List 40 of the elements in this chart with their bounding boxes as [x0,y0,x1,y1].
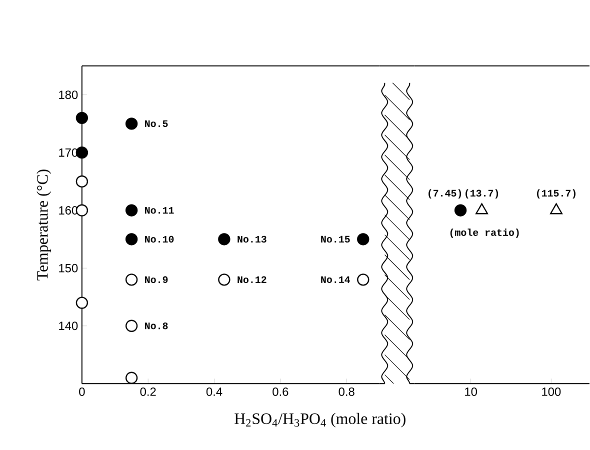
annotation: No.12 [238,276,266,284]
annotation: (mole ratio) [450,228,519,238]
annotation: No.10 [145,236,174,243]
x-tick-label: 0.6 [272,388,288,396]
annotation: No.15 [321,236,350,243]
point [357,274,370,286]
annotation: (115.7) [537,189,576,199]
annotation: No.9 [145,276,168,284]
point [125,118,138,130]
point [76,146,88,159]
annotation: No.8 [145,322,168,330]
annotation: No.13 [238,236,266,243]
y-tick-label: 150 [59,264,78,273]
x-tick-label: 0.2 [140,388,156,396]
annotation: No.11 [145,207,174,214]
y-axis-title: Temperature (°C) [36,170,52,281]
point [125,320,138,332]
point [357,233,370,246]
point [218,233,230,246]
y-tick-label: 180 [59,90,78,100]
y-tick-label: 140 [59,322,78,330]
point [76,204,88,217]
point [76,296,88,310]
point [125,372,138,384]
annotation: (13.7) [466,189,498,199]
x-tick-label: 0.8 [338,388,354,396]
point [125,204,138,217]
x-tick-label: 0.4 [206,388,222,396]
point [125,233,138,246]
point [218,274,230,286]
x-tick-label: 0 [79,388,85,396]
annotation: (7.45) [428,189,462,199]
x-tick-label: 100 [542,388,561,396]
point [76,112,88,124]
text: H$_{2}$SO$_{4}$/H$_{3}$PO$_{4}$ (mole ratio) [234,413,406,428]
x-tick-label: 10 [465,388,477,396]
point [76,176,88,188]
annotation: No.5 [145,120,168,128]
point [125,274,138,286]
annotation: No.14 [321,276,350,284]
